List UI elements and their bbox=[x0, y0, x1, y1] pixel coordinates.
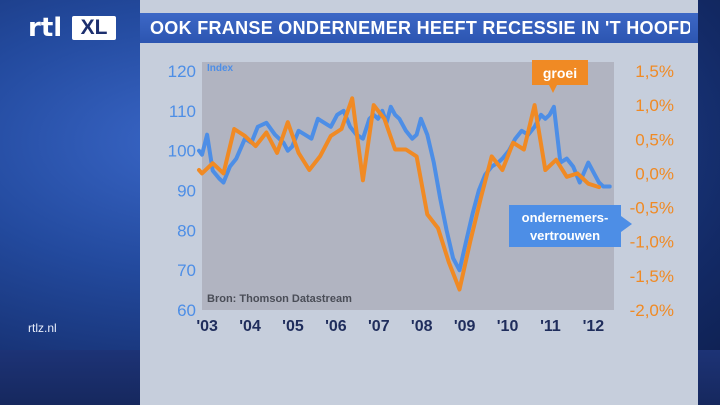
x-tick-label: '06 bbox=[325, 318, 347, 335]
vertrouwen-callout: ondernemers- vertrouwen bbox=[509, 205, 632, 247]
series-line-groei bbox=[197, 96, 601, 292]
logo-xl: XL bbox=[72, 16, 116, 40]
vertrouwen-callout-line2: vertrouwen bbox=[530, 228, 600, 243]
right-axis-ticks: 1,5% 1,0% 0,5% 0,0% -0,5% -1,0% -1,5% -2,0% bbox=[630, 62, 674, 320]
vertrouwen-callout-pointer bbox=[621, 216, 632, 232]
left-axis-label: Index bbox=[207, 63, 234, 74]
left-tick-label: 100 bbox=[168, 142, 196, 161]
x-tick-label: '10 bbox=[497, 318, 519, 335]
left-tick-label: 70 bbox=[177, 261, 196, 280]
right-tick-label: 1,5% bbox=[635, 62, 674, 81]
left-tick-label: 90 bbox=[177, 182, 196, 201]
site-url: rtlz.nl bbox=[28, 321, 57, 335]
series-layer bbox=[197, 96, 612, 292]
x-tick-label: '11 bbox=[540, 318, 561, 335]
x-tick-label: '04 bbox=[239, 318, 261, 335]
groei-callout-box bbox=[532, 60, 588, 85]
rtl-xl-logo: rtl XL bbox=[28, 13, 128, 43]
right-tick-label: -1,5% bbox=[630, 267, 674, 286]
groei-callout-pointer bbox=[549, 85, 557, 93]
right-tick-label: -0,5% bbox=[630, 199, 674, 218]
x-tick-label: '09 bbox=[454, 318, 476, 335]
right-tick-label: 0,0% bbox=[635, 164, 674, 183]
right-tick-label: 1,0% bbox=[635, 96, 674, 115]
series-line-ondernemersvertrouwen bbox=[197, 104, 612, 273]
x-tick-label: '12 bbox=[583, 318, 605, 335]
x-tick-label: '08 bbox=[411, 318, 433, 335]
x-tick-label: '05 bbox=[282, 318, 304, 335]
plot-area bbox=[202, 62, 614, 310]
x-axis-ticks: '03 '04 '05 '06 '07 '08 '09 '10 '11 '12 bbox=[196, 318, 604, 335]
left-tick-label: 80 bbox=[177, 221, 196, 240]
groei-callout-label: groei bbox=[543, 65, 577, 81]
x-tick-label: '03 bbox=[196, 318, 218, 335]
headline: OOK FRANSE ONDERNEMER HEEFT RECESSIE IN … bbox=[150, 18, 690, 38]
headline-bar bbox=[140, 13, 698, 43]
groei-callout: groei bbox=[532, 60, 588, 93]
left-axis-ticks: 120 110 100 90 80 70 60 bbox=[168, 62, 196, 320]
logo-rtl: rtl bbox=[28, 13, 63, 43]
left-tick-label: 110 bbox=[169, 102, 196, 121]
vertrouwen-callout-line1: ondernemers- bbox=[522, 210, 609, 225]
vertrouwen-callout-box bbox=[509, 205, 621, 247]
right-tick-label: -2,0% bbox=[630, 301, 674, 320]
left-tick-label: 120 bbox=[168, 62, 196, 81]
source-label: Bron: Thomson Datastream bbox=[207, 293, 352, 305]
right-tick-label: 0,5% bbox=[635, 130, 674, 149]
right-tick-label: -1,0% bbox=[630, 233, 674, 252]
left-tick-label: 60 bbox=[177, 301, 196, 320]
x-tick-label: '07 bbox=[368, 318, 390, 335]
